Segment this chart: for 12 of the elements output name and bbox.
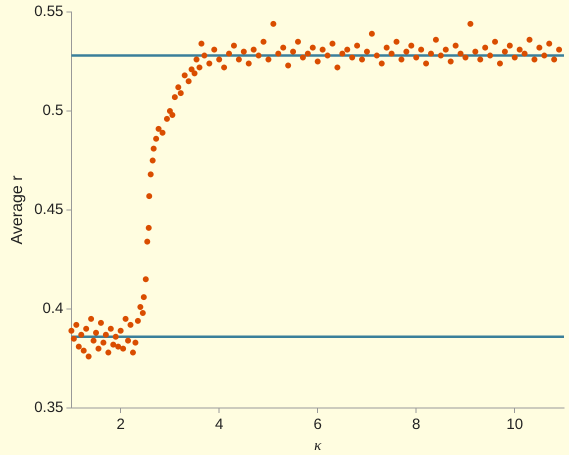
y-tick-label: 0.45 [34,201,64,218]
x-tick-label: 8 [412,416,420,434]
y-tick-label: 0.5 [42,102,64,120]
x-tick-label: 4 [215,416,224,434]
x-axis-title: κ [314,438,322,454]
y-tick-label: 0.55 [34,3,64,20]
y-axis-title: Average r [9,174,26,245]
x-tick-label: 10 [506,416,524,434]
x-tick-label: 6 [314,416,322,434]
y-tick-label: 0.35 [34,399,64,416]
x-tick-label: 2 [116,416,125,434]
y-tick-label: 0.4 [42,300,64,318]
